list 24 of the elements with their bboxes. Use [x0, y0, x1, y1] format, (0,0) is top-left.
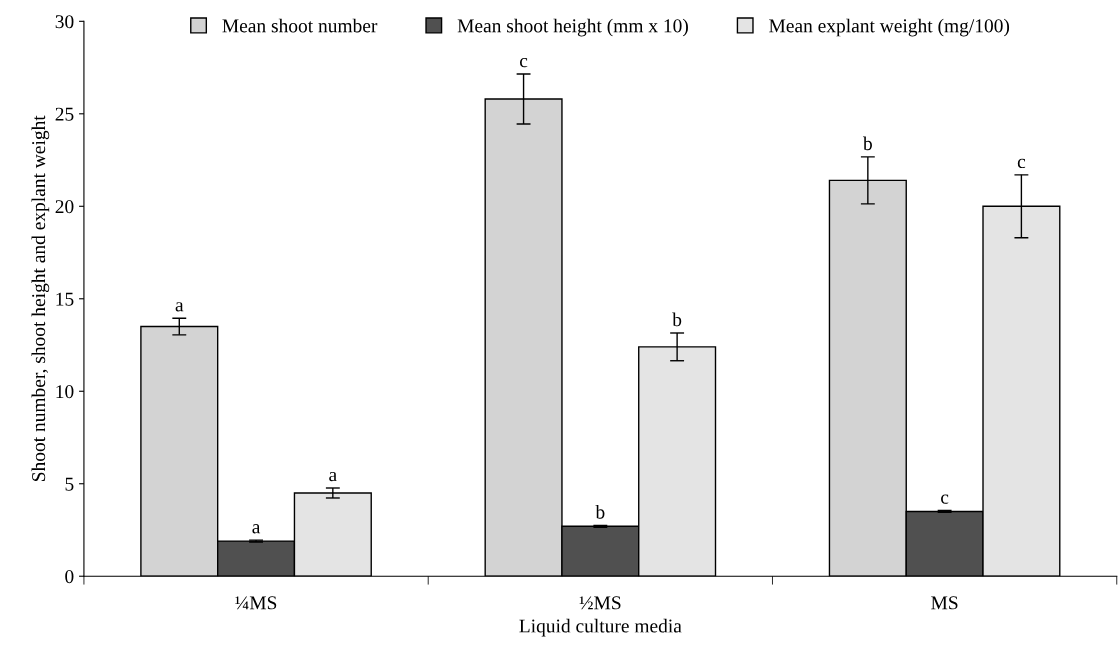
y-tick-label: 25	[55, 107, 74, 121]
y-tick-label: 5	[65, 477, 74, 491]
x-axis-title: Liquid culture media	[519, 618, 682, 637]
data-label: a	[175, 302, 184, 312]
y-tick-label: 15	[56, 292, 74, 306]
y-tick-label: 0	[65, 570, 74, 584]
legend-label: Mean shoot number	[222, 18, 378, 33]
legend-label: Mean explant weight (mg/100)	[769, 18, 1010, 37]
y-tick-label: 30	[55, 15, 74, 29]
data-label: c	[941, 494, 949, 504]
data-label: a	[252, 524, 261, 534]
y-tick-label: 20	[55, 200, 74, 214]
data-label: c	[1017, 158, 1026, 169]
y-axis-title: Shoot number, shoot height and explant weight	[31, 115, 50, 481]
legend-label: Mean shoot height (mm x 10)	[457, 18, 688, 37]
data-label: b	[862, 136, 872, 151]
x-tick-label: MS	[931, 596, 958, 610]
data-label: a	[329, 471, 337, 482]
data-label: b	[672, 312, 682, 327]
x-tick-label: ½MS	[579, 596, 621, 610]
data-label: b	[595, 504, 605, 519]
y-tick-label: 10	[56, 385, 74, 399]
x-tick-label: ¼MS	[235, 596, 277, 610]
data-label: c	[519, 57, 528, 68]
